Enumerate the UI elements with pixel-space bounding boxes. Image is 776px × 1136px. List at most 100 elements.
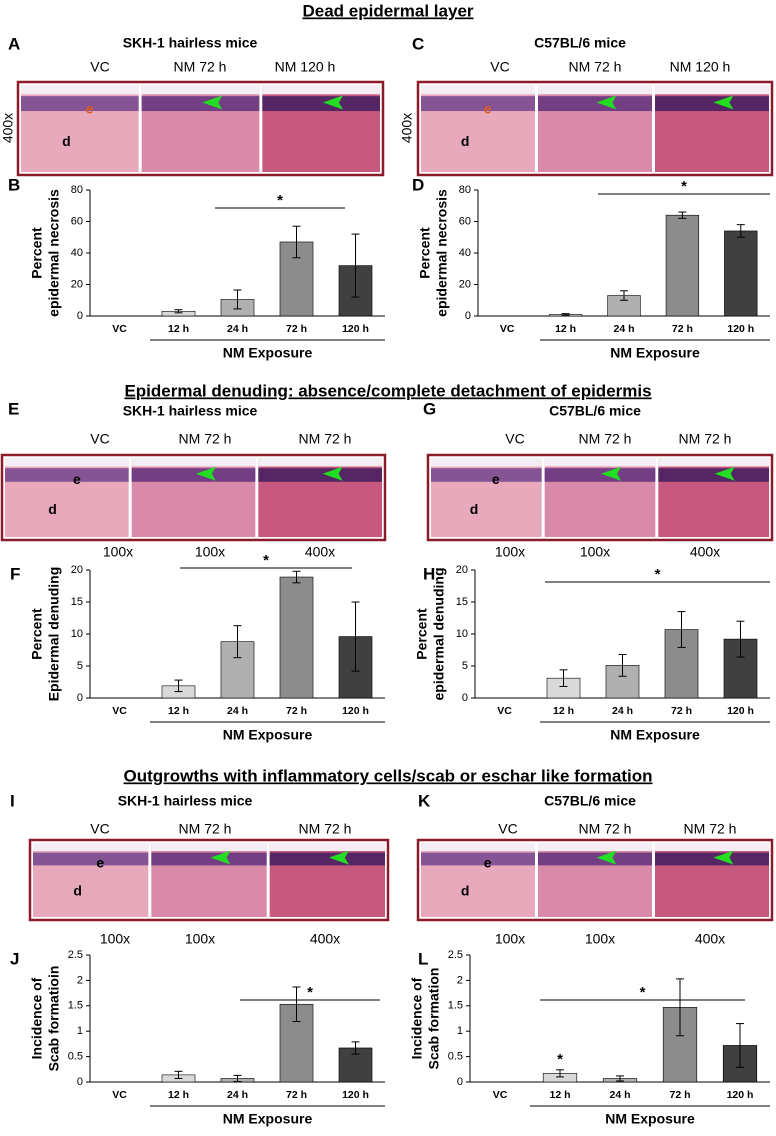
y-tick-label: 80 bbox=[71, 184, 83, 196]
y-tick-label: 0 bbox=[77, 310, 83, 322]
panel-letter: C bbox=[412, 34, 424, 53]
x-tick-label: VC bbox=[493, 1089, 508, 1101]
micrograph-sky bbox=[131, 458, 256, 467]
micrograph-epidermis bbox=[151, 852, 267, 866]
y-tick-label: 5 bbox=[462, 660, 468, 672]
x-axis-label: NM Exposure bbox=[610, 345, 700, 361]
y-axis-label: Scab formatioin bbox=[46, 966, 62, 1072]
significance-star: * bbox=[681, 178, 687, 195]
micrograph-epidermis bbox=[655, 852, 769, 866]
error-bar bbox=[292, 986, 301, 1023]
y-tick-label: 0 bbox=[462, 692, 468, 704]
error-bar bbox=[736, 1023, 744, 1068]
y-tick-label: 60 bbox=[459, 215, 471, 227]
y-axis-label: Percent bbox=[414, 608, 430, 660]
y-tick-label: 80 bbox=[459, 184, 471, 196]
micrograph-epidermis bbox=[141, 96, 260, 112]
micrograph-sky bbox=[141, 85, 260, 95]
x-tick-label: 24 h bbox=[609, 1089, 630, 1101]
arrow bbox=[195, 466, 216, 481]
micrograph-sky bbox=[655, 85, 769, 95]
y-tick-label: 0 bbox=[465, 310, 471, 322]
error-bar bbox=[292, 570, 301, 584]
x-tick-label: 24 h bbox=[227, 1089, 248, 1101]
y-axis-label: epidermal denuding bbox=[431, 567, 447, 700]
section-title: Epidermal denuding: absence/complete det… bbox=[124, 381, 651, 400]
tissue-label: e bbox=[492, 471, 500, 487]
error-bar bbox=[174, 679, 183, 693]
error-bar bbox=[174, 309, 183, 314]
y-tick-label: 15 bbox=[456, 596, 468, 608]
image-label: VC bbox=[498, 821, 517, 837]
x-tick-label: 72 h bbox=[286, 1089, 307, 1101]
x-tick-label: 120 h bbox=[342, 705, 369, 717]
image-label: VC bbox=[490, 59, 509, 75]
magnification: 100x bbox=[585, 931, 615, 947]
x-tick-label: 24 h bbox=[612, 705, 633, 717]
image-label: VC bbox=[90, 431, 109, 447]
arrow bbox=[601, 466, 622, 481]
micrograph-epidermis bbox=[544, 468, 656, 482]
y-tick-label: 2 bbox=[457, 974, 463, 986]
section-title: Outgrowths with inflammatory cells/scab … bbox=[123, 766, 652, 785]
error-bar bbox=[351, 601, 360, 672]
image-label: NM 72 h bbox=[174, 59, 227, 75]
x-tick-label: 72 h bbox=[669, 1089, 690, 1101]
micrograph-epidermis bbox=[538, 96, 652, 112]
image-label: NM 72 h bbox=[684, 821, 737, 837]
error-bar bbox=[292, 225, 301, 259]
y-tick-label: 20 bbox=[71, 278, 83, 290]
panel-letter: E bbox=[8, 399, 19, 418]
significance-star: * bbox=[277, 192, 283, 209]
x-tick-label: VC bbox=[112, 323, 127, 335]
y-tick-label: 40 bbox=[459, 247, 471, 259]
micrograph-sky bbox=[258, 458, 382, 467]
error-bar bbox=[351, 1041, 360, 1055]
panel-letter: F bbox=[10, 564, 20, 583]
error-bar bbox=[620, 290, 628, 301]
image-label: NM 72 h bbox=[179, 431, 232, 447]
arrow bbox=[322, 466, 343, 481]
image-label: NM 72 h bbox=[179, 821, 232, 837]
bar bbox=[724, 230, 758, 317]
y-axis-label: Epidermal denuding bbox=[46, 567, 62, 702]
panel-letter: B bbox=[8, 175, 20, 194]
strain-label: SKH-1 hairless mice bbox=[123, 403, 258, 419]
y-tick-label: 0 bbox=[77, 1076, 83, 1088]
error-bar bbox=[559, 669, 568, 687]
y-axis-label: Scab formation bbox=[426, 968, 442, 1070]
x-axis-label: NM Exposure bbox=[223, 1111, 313, 1127]
y-tick-label: 0.5 bbox=[448, 1051, 463, 1063]
magnification: 100x bbox=[185, 931, 215, 947]
micrograph-epidermis bbox=[421, 96, 535, 112]
y-tick-label: 10 bbox=[456, 628, 468, 640]
image-label: VC bbox=[505, 431, 524, 447]
panel-letter: K bbox=[418, 791, 431, 810]
x-tick-label: VC bbox=[112, 705, 127, 717]
y-tick-label: 20 bbox=[71, 564, 83, 576]
y-axis-label: Incidence of bbox=[29, 977, 45, 1059]
significance-star: * bbox=[557, 1051, 563, 1068]
y-tick-label: 1.5 bbox=[68, 1000, 83, 1012]
bar bbox=[665, 214, 700, 317]
y-tick-label: 0 bbox=[77, 692, 83, 704]
y-tick-label: 60 bbox=[71, 215, 83, 227]
image-label: NM 72 h bbox=[299, 431, 352, 447]
x-tick-label: 12 h bbox=[168, 705, 189, 717]
panel-letter: G bbox=[423, 399, 436, 418]
y-tick-label: 1 bbox=[77, 1025, 83, 1037]
y-tick-label: 15 bbox=[71, 596, 83, 608]
y-tick-label: 40 bbox=[71, 247, 83, 259]
strain-label: C57BL/6 mice bbox=[549, 403, 641, 419]
x-tick-label: 12 h bbox=[168, 323, 189, 335]
micrograph-epidermis bbox=[33, 852, 149, 866]
panel-letter: H bbox=[423, 564, 435, 583]
y-tick-label: 5 bbox=[77, 660, 83, 672]
arrow bbox=[210, 850, 231, 865]
y-tick-label: 0 bbox=[457, 1076, 463, 1088]
micrograph-sky bbox=[538, 843, 652, 851]
image-label: VC bbox=[90, 59, 109, 75]
micrograph-sky bbox=[544, 458, 656, 467]
arrow bbox=[714, 466, 735, 481]
